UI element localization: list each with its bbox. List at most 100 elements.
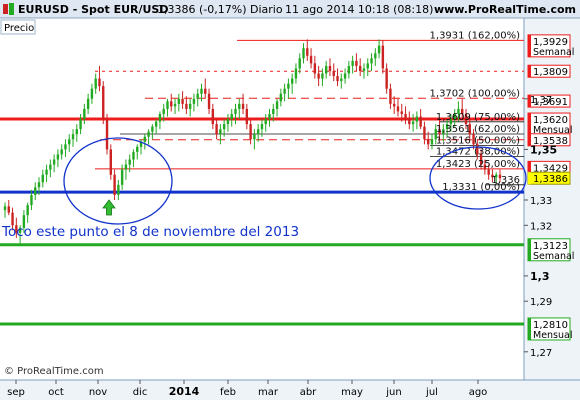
candle-body [411, 121, 415, 125]
candle-body [302, 48, 305, 59]
x-tick-label: dic [133, 387, 148, 398]
candle-body [158, 113, 162, 122]
y-tick-label: 1,33 [530, 196, 552, 207]
price-label-band [528, 172, 531, 185]
candle-body [260, 124, 264, 130]
candle-body [328, 65, 332, 71]
price-label-band [528, 238, 531, 261]
level-label: 1,3702 (100,00%) [430, 88, 521, 99]
candle-body [215, 124, 218, 135]
candle-body [162, 108, 165, 114]
candle-body [427, 139, 430, 145]
candle-body [230, 113, 233, 120]
candle-body [219, 129, 222, 135]
candle-body [64, 144, 67, 150]
website-label: www.ProRealTime.com [434, 3, 576, 16]
level-label: 1,3561 (62,00%) [436, 124, 520, 135]
level-label: 1,3516 (50,00%) [436, 135, 520, 146]
candle-body [408, 119, 411, 125]
highlight-circle-nov [63, 137, 173, 225]
candle-body [381, 45, 385, 69]
price-label-value: 1,3538 [533, 136, 568, 147]
level-label: 1,3931 (162,00%) [430, 30, 521, 41]
candle-body [306, 48, 309, 56]
candle-body [256, 129, 260, 135]
candle-body [253, 134, 256, 140]
candle-body [170, 101, 173, 107]
candle-body [37, 182, 41, 188]
candle-body [71, 134, 75, 140]
copyright-label: © ProRealTime.com [4, 366, 104, 377]
candle-body [374, 53, 377, 59]
candle-body [192, 98, 196, 104]
candle-body [34, 187, 37, 195]
candle-body [49, 164, 52, 170]
candle-body [113, 174, 116, 195]
candle-body [268, 113, 271, 120]
candle-body [75, 129, 78, 135]
level-label: 1,3472 (38,00%) [436, 146, 520, 157]
candle-body [396, 106, 400, 112]
candle-body [109, 149, 113, 175]
candle-body [483, 164, 487, 170]
candle-body [347, 65, 351, 74]
candle-body [283, 88, 286, 94]
candle-body [272, 108, 275, 114]
level-label: 1,3423 (25,00%) [436, 159, 520, 170]
price-axis-labels: 1,3929Semanal1,38091,36911,3620Mensual1,… [527, 34, 574, 341]
price-label-sub: Mensual [533, 125, 573, 136]
candle-body [56, 154, 60, 160]
candle-body [128, 159, 131, 165]
candlestick-series [3, 39, 502, 246]
candle-body [419, 116, 422, 127]
highlight-circle-aug [429, 146, 527, 210]
candle-body [7, 206, 10, 213]
level-labels: 1,3931 (162,00%) 1,3702 (100,00%) 1,3609 (… [430, 30, 521, 193]
chart-period: Diario [250, 3, 283, 16]
candle-body [143, 136, 147, 142]
y-tick-label: 1,29 [530, 297, 552, 308]
candle-body [41, 174, 44, 183]
price-label-sub: Semanal [533, 251, 574, 262]
candle-body [154, 121, 158, 127]
level-label: 1,3609 (75,00%) [436, 112, 520, 123]
candle-body [30, 194, 33, 206]
candle-body [294, 68, 298, 79]
candle-body [362, 68, 366, 71]
x-tick-label: feb [220, 387, 236, 398]
price-label-band [528, 161, 531, 174]
candle-body [15, 225, 18, 233]
candle-body [226, 119, 230, 125]
x-tick-label: may [341, 387, 363, 398]
price-label-value: 1,3929 [533, 37, 568, 48]
candle-body [173, 103, 177, 107]
candle-body [321, 73, 324, 79]
candle-body [90, 88, 94, 99]
price-label-sub: Semanal [533, 47, 574, 58]
y-axis-ticks: 1,27 1,29 1,3 1,32 1,33 1,35 1,37 [524, 95, 557, 359]
candle-body [423, 126, 426, 140]
candle-body [22, 215, 26, 228]
candle-body [355, 60, 358, 66]
candle-body [370, 58, 373, 64]
price-label-value: 1,3386 [533, 174, 568, 185]
candle-body [340, 78, 343, 82]
price-change: 1,3386 (-0,17%) [157, 3, 246, 16]
time-axis-background [0, 380, 580, 400]
panel-label-box [0, 19, 36, 35]
candle-body [298, 58, 301, 69]
candle-body [442, 129, 445, 135]
x-tick-label: mar [258, 387, 279, 398]
candle-body [287, 83, 290, 89]
y-tick-label: 1,3 [530, 270, 550, 283]
candle-body [245, 108, 249, 125]
candle-body [351, 60, 354, 66]
candle-body [389, 88, 392, 104]
candle-body [264, 119, 267, 125]
candle-body [468, 124, 471, 135]
candle-body [358, 65, 362, 71]
candle-body [98, 78, 101, 87]
annotation-text: Toco este punto el 8 de noviembre del 20… [1, 224, 299, 240]
candle-body [105, 119, 109, 150]
candle-body [392, 103, 396, 107]
